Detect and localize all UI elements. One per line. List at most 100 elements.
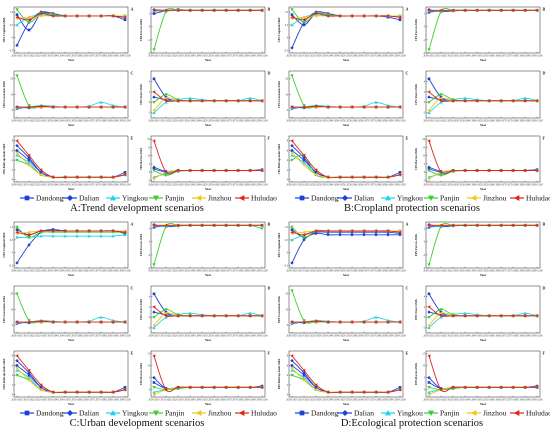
data-point-huludao bbox=[439, 8, 443, 12]
y-tick-label: 0 bbox=[149, 101, 151, 104]
x-tick-label: 2090-2100 bbox=[119, 54, 131, 57]
data-point-huludao bbox=[290, 105, 294, 109]
data-point-jinzhou bbox=[27, 378, 31, 382]
panel-letter: C bbox=[131, 71, 134, 76]
data-point-huludao bbox=[123, 173, 127, 177]
data-point-huludao bbox=[39, 229, 43, 233]
legend-marker-yingkou bbox=[384, 409, 392, 416]
data-point-huludao bbox=[212, 99, 216, 103]
data-point-huludao bbox=[236, 314, 240, 318]
y-tick-label: 2 bbox=[287, 169, 289, 172]
data-point-huludao bbox=[362, 390, 366, 394]
x-tick-label: 2030-2040 bbox=[459, 119, 471, 122]
series-line-huludao bbox=[16, 320, 125, 323]
y-tick-label: 20 bbox=[147, 138, 150, 141]
x-axis-label: Year bbox=[68, 273, 75, 277]
panel-3-E: 0 2 4 6 8 2000-2010 2010-2020 2020-2030 2030-204… bbox=[278, 351, 409, 407]
panel-0-F: -5 0 5 10 15 20 2000-2010 2010-2020 2020-2030 203… bbox=[140, 136, 271, 192]
data-point-huludao bbox=[326, 320, 330, 324]
data-point-huludao bbox=[290, 139, 294, 143]
data-point-huludao bbox=[451, 223, 455, 227]
data-point-dandong bbox=[164, 95, 168, 99]
data-point-huludao bbox=[51, 229, 55, 233]
data-point-dandong bbox=[123, 386, 127, 389]
x-tick-label: 2030-2040 bbox=[459, 183, 471, 186]
x-tick-label: 2060-2070 bbox=[358, 119, 370, 122]
y-tick-label: 2 bbox=[149, 12, 151, 15]
panel-letter: F bbox=[543, 136, 546, 141]
data-point-huludao bbox=[75, 390, 79, 394]
legend-label-yingkou: Yingkou bbox=[397, 409, 423, 418]
panel-3-D: -2 0 2 4 2000-2010 2010-2020 2020-2030 2030-204… bbox=[415, 286, 546, 343]
data-point-huludao bbox=[439, 223, 443, 227]
series-line-huludao bbox=[16, 12, 126, 21]
x-tick-label: 2020-2030 bbox=[35, 54, 47, 57]
data-point-huludao bbox=[487, 168, 491, 173]
data-point-huludao bbox=[386, 390, 390, 394]
y-tick-label: 0 bbox=[12, 37, 14, 40]
panel-2-E: 0 2 4 6 8 2000-2010 2010-2020 2020-2030 2030-204… bbox=[3, 351, 134, 407]
y-axis-label: TDS-Forests-SMA bbox=[140, 19, 143, 41]
data-point-huludao bbox=[302, 105, 306, 109]
x-tick-label: 2000-2010 bbox=[148, 269, 160, 272]
x-tick-label: 2030-2040 bbox=[47, 334, 59, 337]
legend-label-yingkou: Yingkou bbox=[122, 194, 148, 203]
data-point-huludao bbox=[111, 320, 115, 324]
data-point-dalian bbox=[427, 95, 431, 99]
y-tick-label: 15 bbox=[422, 146, 425, 149]
data-point-huludao bbox=[188, 314, 192, 318]
data-point-huludao bbox=[451, 8, 455, 12]
y-tick-label: 0.5 bbox=[285, 24, 289, 27]
x-tick-label: 2050-2060 bbox=[71, 54, 83, 57]
data-point-huludao bbox=[487, 385, 491, 390]
data-point-huludao bbox=[152, 139, 156, 143]
x-tick-label: 2080-2090 bbox=[244, 334, 256, 337]
data-point-dalian bbox=[152, 165, 156, 169]
x-tick-label: 2080-2090 bbox=[519, 119, 531, 122]
data-point-huludao bbox=[475, 314, 479, 318]
x-tick-label: 2050-2060 bbox=[346, 54, 358, 57]
y-tick-label: -2 bbox=[148, 327, 151, 330]
data-point-huludao bbox=[386, 229, 390, 233]
panel-letter: F bbox=[268, 351, 271, 356]
data-point-yingkou bbox=[463, 311, 467, 315]
x-tick-label: 2050-2060 bbox=[208, 183, 220, 186]
data-point-huludao bbox=[75, 105, 79, 109]
y-tick-label: -0.5 bbox=[284, 264, 289, 267]
data-point-huludao bbox=[27, 153, 31, 158]
data-point-huludao bbox=[236, 99, 240, 103]
x-tick-label: 2060-2070 bbox=[83, 334, 95, 337]
data-point-huludao bbox=[63, 229, 67, 233]
data-point-dandong bbox=[123, 171, 127, 174]
x-tick-label: 2090-2100 bbox=[531, 398, 543, 401]
panel-2-C: 0 10 20 2000-2010 2010-2020 2020-2030 2030-204… bbox=[3, 286, 134, 343]
data-point-huludao bbox=[15, 320, 19, 324]
y-axis-label: TDS-Water-SMA bbox=[140, 84, 143, 105]
x-tick-label: 2060-2070 bbox=[220, 54, 232, 57]
x-tick-label: 2010-2020 bbox=[160, 398, 172, 401]
x-tick-label: 2040-2050 bbox=[59, 119, 71, 122]
x-tick-label: 2000-2010 bbox=[286, 398, 298, 401]
data-point-dandong bbox=[152, 77, 156, 81]
data-point-huludao bbox=[212, 385, 216, 390]
data-point-yingkou bbox=[123, 233, 127, 237]
data-point-huludao bbox=[374, 14, 378, 18]
data-point-jinzhou bbox=[39, 388, 43, 392]
x-tick-label: 2090-2100 bbox=[256, 334, 268, 337]
x-tick-label: 2020-2030 bbox=[172, 269, 184, 272]
data-point-huludao bbox=[164, 223, 168, 227]
series-line-huludao bbox=[428, 91, 537, 102]
y-tick-label: 15 bbox=[147, 352, 150, 355]
data-point-huludao bbox=[487, 314, 491, 318]
y-axis-label: UDS-Water-SMA bbox=[140, 299, 143, 320]
x-tick-label: 2090-2100 bbox=[256, 269, 268, 272]
data-point-huludao bbox=[326, 390, 330, 394]
legend-label-dalian: Dalian bbox=[79, 409, 99, 418]
y-tick-label: -4 bbox=[148, 267, 151, 270]
x-tick-label: 2040-2050 bbox=[334, 54, 346, 57]
data-point-huludao bbox=[511, 385, 515, 390]
x-tick-label: 2030-2040 bbox=[322, 269, 334, 272]
data-point-huludao bbox=[475, 99, 479, 103]
x-tick-label: 2040-2050 bbox=[196, 269, 208, 272]
data-point-huludao bbox=[535, 223, 539, 227]
